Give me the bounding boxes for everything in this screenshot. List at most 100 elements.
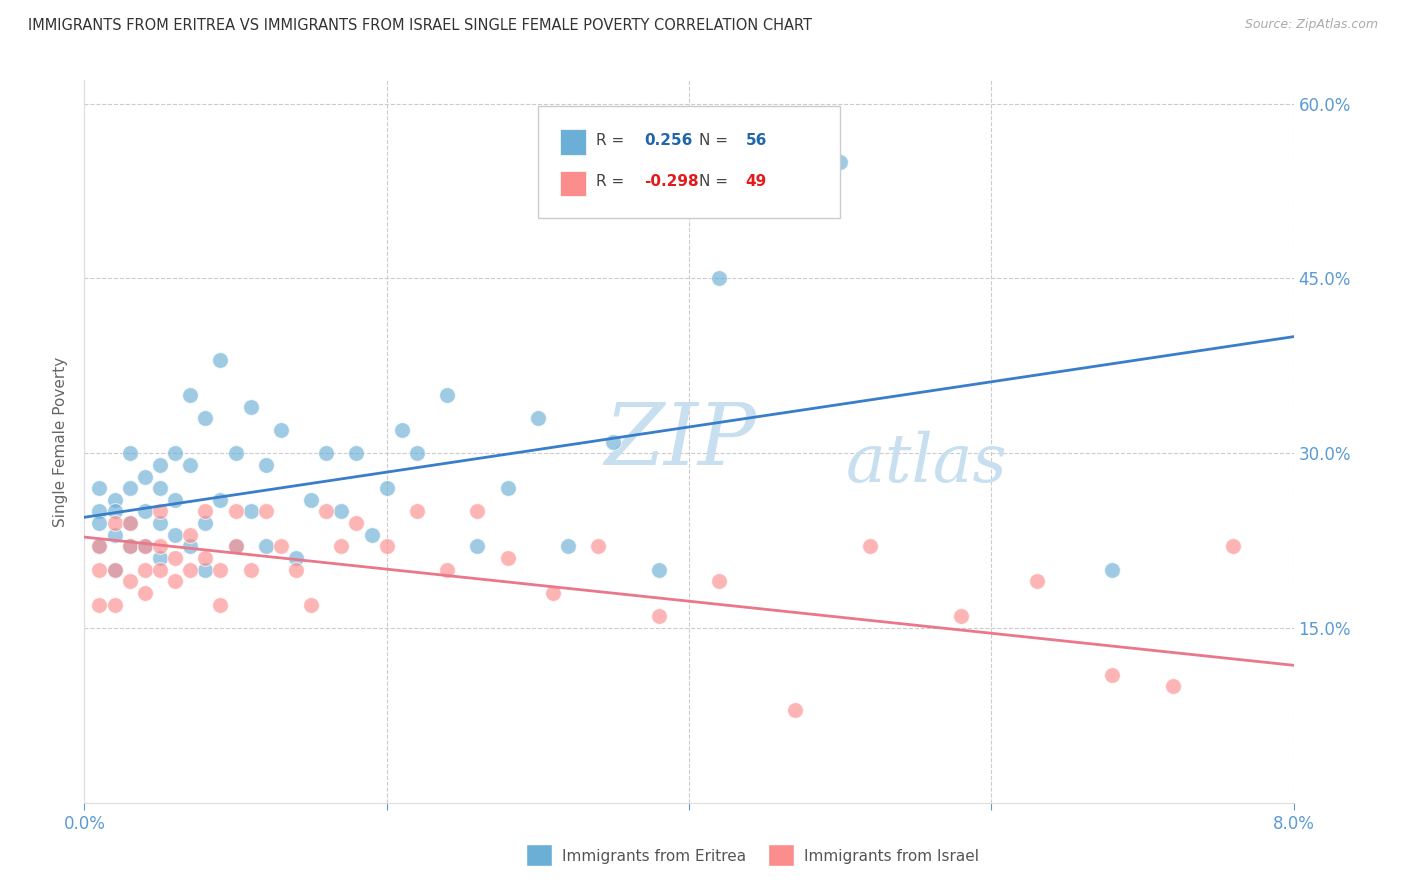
Point	[375, 481, 398, 495]
Point	[648, 563, 671, 577]
Point	[89, 516, 111, 530]
Point	[557, 540, 579, 554]
Point	[194, 563, 217, 577]
FancyBboxPatch shape	[538, 105, 841, 218]
Point	[89, 481, 111, 495]
Point	[165, 528, 187, 542]
Point	[104, 516, 127, 530]
Point	[104, 563, 127, 577]
Point	[89, 504, 111, 518]
Point	[89, 540, 111, 554]
Point	[346, 516, 368, 530]
Point	[149, 551, 172, 566]
Text: N =: N =	[699, 133, 733, 148]
Point	[588, 540, 610, 554]
Point	[602, 434, 624, 449]
Text: 49: 49	[745, 174, 768, 189]
Text: Source: ZipAtlas.com: Source: ZipAtlas.com	[1244, 18, 1378, 31]
Point	[104, 528, 127, 542]
Text: N =: N =	[699, 174, 733, 189]
Point	[436, 563, 458, 577]
Point	[1101, 667, 1123, 681]
Point	[527, 411, 550, 425]
Point	[134, 540, 156, 554]
Point	[270, 423, 292, 437]
Point	[1101, 563, 1123, 577]
Text: 0.256: 0.256	[644, 133, 693, 148]
Point	[859, 540, 882, 554]
Point	[299, 492, 322, 507]
Point	[118, 446, 141, 460]
Text: Immigrants from Israel: Immigrants from Israel	[804, 849, 979, 864]
Point	[134, 469, 156, 483]
Point	[330, 504, 353, 518]
Point	[496, 481, 519, 495]
Point	[165, 574, 187, 589]
Point	[285, 563, 308, 577]
Point	[165, 446, 187, 460]
Point	[179, 563, 201, 577]
Point	[118, 574, 141, 589]
Point	[1161, 679, 1184, 693]
Point	[149, 563, 172, 577]
Point	[194, 411, 217, 425]
Point	[709, 271, 731, 285]
Point	[541, 586, 564, 600]
Point	[225, 446, 247, 460]
FancyBboxPatch shape	[560, 129, 586, 154]
Point	[1025, 574, 1047, 589]
Point	[89, 598, 111, 612]
Point	[209, 353, 232, 368]
Point	[950, 609, 973, 624]
Point	[209, 598, 232, 612]
Point	[225, 540, 247, 554]
Point	[179, 458, 201, 472]
Point	[209, 563, 232, 577]
Point	[225, 504, 247, 518]
Point	[179, 528, 201, 542]
Point	[391, 423, 413, 437]
Text: R =: R =	[596, 174, 628, 189]
Point	[254, 540, 277, 554]
Point	[330, 540, 353, 554]
Point	[830, 154, 852, 169]
Point	[134, 504, 156, 518]
Point	[225, 540, 247, 554]
FancyBboxPatch shape	[560, 170, 586, 196]
Point	[118, 540, 141, 554]
Point	[165, 551, 187, 566]
Point	[118, 516, 141, 530]
Point	[118, 516, 141, 530]
Point	[179, 388, 201, 402]
Point	[194, 504, 217, 518]
Point	[149, 504, 172, 518]
Point	[346, 446, 368, 460]
Point	[254, 504, 277, 518]
Point	[1222, 540, 1244, 554]
Point	[194, 516, 217, 530]
Point	[194, 551, 217, 566]
Point	[467, 504, 489, 518]
Text: ZIP: ZIP	[605, 401, 756, 483]
Point	[179, 540, 201, 554]
Point	[467, 540, 489, 554]
Text: R =: R =	[596, 133, 628, 148]
Point	[209, 492, 232, 507]
FancyBboxPatch shape	[768, 844, 794, 865]
Point	[104, 492, 127, 507]
Point	[89, 540, 111, 554]
Point	[89, 563, 111, 577]
Point	[315, 446, 337, 460]
FancyBboxPatch shape	[526, 844, 553, 865]
Point	[285, 551, 308, 566]
Point	[436, 388, 458, 402]
Point	[254, 458, 277, 472]
Y-axis label: Single Female Poverty: Single Female Poverty	[53, 357, 69, 526]
Point	[149, 481, 172, 495]
Point	[118, 540, 141, 554]
Point	[299, 598, 322, 612]
Text: -0.298: -0.298	[644, 174, 699, 189]
Point	[496, 551, 519, 566]
Point	[134, 540, 156, 554]
Point	[315, 504, 337, 518]
